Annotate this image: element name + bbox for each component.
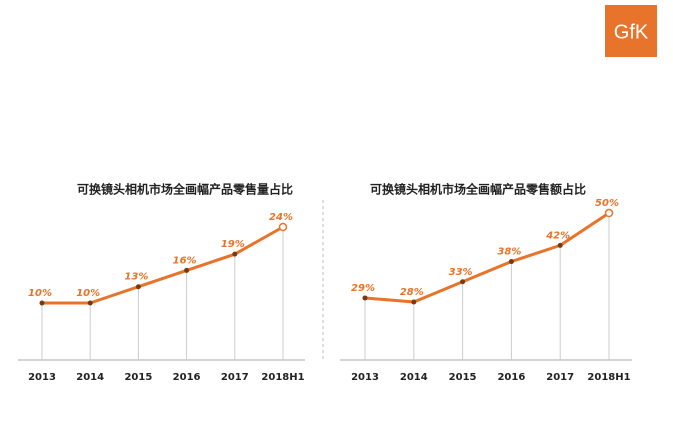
point — [557, 242, 563, 248]
value-label: 19% — [221, 239, 245, 250]
point — [135, 284, 141, 290]
value-label: 33% — [449, 267, 473, 278]
value-label: 16% — [173, 255, 197, 266]
x-tick-label: 2013 — [28, 372, 56, 383]
x-tick-label: 2015 — [449, 372, 477, 383]
x-tick-label: 2015 — [124, 372, 152, 383]
value-label: 10% — [76, 288, 100, 299]
chart-title: 可换镜头相机市场全画幅产品零售额占比 — [370, 182, 586, 197]
value-label: 50% — [595, 198, 619, 209]
x-tick-label: 2016 — [173, 372, 201, 383]
point — [278, 222, 288, 232]
value-label: 38% — [497, 247, 521, 258]
value-label: 13% — [124, 272, 148, 283]
point — [460, 279, 466, 285]
x-tick-label: 2014 — [76, 372, 104, 383]
line — [364, 211, 610, 304]
logo-box — [605, 5, 657, 57]
x-tick-label: 2018H1 — [587, 372, 630, 383]
x-tick-label: 2016 — [497, 372, 525, 383]
x-tick-label: 2013 — [351, 372, 379, 383]
x-tick-label: 2014 — [400, 372, 428, 383]
point — [362, 295, 368, 301]
point — [184, 267, 190, 273]
x-tick-label: 2018H1 — [261, 372, 304, 383]
point — [232, 251, 238, 257]
logo: GfK — [614, 21, 649, 43]
value-label: 10% — [28, 288, 52, 299]
point — [604, 208, 614, 218]
point — [411, 299, 417, 305]
chart-title: 可换镜头相机市场全画幅产品零售量占比 — [77, 182, 293, 197]
value-label: 24% — [269, 212, 293, 223]
x-tick-label: 2017 — [221, 372, 249, 383]
value-label: 28% — [400, 287, 424, 298]
line — [42, 225, 284, 305]
value-label: 42% — [545, 230, 570, 241]
point — [87, 300, 93, 306]
point — [39, 300, 45, 306]
point — [508, 259, 514, 265]
x-tick-label: 2017 — [546, 372, 574, 383]
value-label: 29% — [351, 283, 375, 294]
